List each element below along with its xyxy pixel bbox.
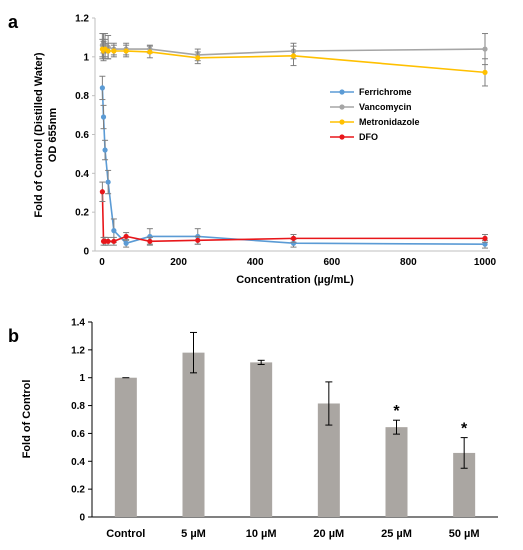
panel-b-y-tick-label: 0.8 <box>71 401 85 412</box>
panel-a-y-tick-label: 0 <box>83 247 89 258</box>
panel-a-x-tick-label: 1000 <box>474 257 497 268</box>
significance-star: * <box>393 403 400 420</box>
legend-entry-vancomycin: Vancomycin <box>359 102 412 112</box>
data-point <box>482 46 488 52</box>
panel-a-x-axis-title: Concentration (µg/mL) <box>236 274 354 286</box>
bar-category-label: 5 µM <box>181 528 206 540</box>
panel-b-y-tick-label: 1.2 <box>71 345 85 356</box>
data-point <box>195 237 201 243</box>
panel-a-y-tick-label: 1 <box>83 52 89 63</box>
panel-b-bar-chart: 0 0.2 0.4 0.6 0.8 1 1.2 1.4 Control 5 µM 10 µM 20 … <box>21 318 498 540</box>
panel-a-x-tick-label: 400 <box>247 257 264 268</box>
series-dfo <box>99 181 488 246</box>
panel-b-y-tick-label: 1.4 <box>71 318 85 329</box>
panel-b-y-tick-label: 1 <box>79 373 85 384</box>
legend-entry-ferrichrome: Ferrichrome <box>359 87 412 97</box>
data-point <box>111 228 117 234</box>
bar-category-label: 25 µM <box>381 528 412 540</box>
bar-category-label: Control <box>106 528 145 540</box>
bar-category-label: 50 µM <box>449 528 480 540</box>
data-point <box>105 48 111 54</box>
panel-a-y-tick-label: 0.8 <box>75 91 89 102</box>
panel-a-x-tick-label: 200 <box>170 257 187 268</box>
legend-entry-dfo: DFO <box>359 132 378 142</box>
data-point <box>195 55 201 61</box>
panel-a-legend: Ferrichrome Vancomycin Metronidazole DFO <box>330 87 420 142</box>
data-point <box>100 114 107 120</box>
data-point <box>111 48 117 54</box>
panel-label-b: b <box>8 326 19 346</box>
data-point <box>147 238 153 244</box>
data-point <box>147 49 153 55</box>
bar-category-label: 20 µM <box>313 528 344 540</box>
bar <box>453 452 476 517</box>
bar <box>385 427 408 517</box>
legend-swatch-marker <box>339 134 345 140</box>
series-line-ferrichrome <box>101 87 486 245</box>
data-point <box>123 233 129 240</box>
data-point <box>482 235 488 241</box>
series-line-dfo <box>101 191 485 243</box>
data-point <box>123 240 129 246</box>
data-point <box>123 48 129 54</box>
data-point <box>99 85 105 91</box>
panel-label-a: a <box>8 12 19 32</box>
data-point <box>105 238 111 244</box>
panel-a-x-tick-label: 800 <box>400 257 417 268</box>
panel-b-y-tick-label: 0.6 <box>71 429 85 440</box>
bar <box>114 377 137 517</box>
bar-category-label: 10 µM <box>246 528 277 540</box>
series-metronidazole <box>99 38 488 87</box>
data-point <box>99 189 105 195</box>
panel-b-y-tick-label: 0.2 <box>71 485 85 496</box>
panel-a-y-tick-label: 0.6 <box>75 130 89 141</box>
legend-swatch-marker <box>339 104 345 110</box>
panel-a-x-tick-label: 600 <box>323 257 340 268</box>
panel-a-y-tick-label: 0.4 <box>75 169 89 180</box>
significance-star: * <box>461 421 468 438</box>
data-point <box>482 241 488 247</box>
panel-b-y-tick-label: 0.4 <box>71 457 85 468</box>
legend-swatch-marker <box>339 119 345 125</box>
panel-a-y-axis-title-line1: Fold of Control (Distilled Water) <box>33 52 45 218</box>
data-point <box>290 235 297 241</box>
data-point <box>102 147 108 153</box>
panel-a-y-tick-label: 0.2 <box>75 208 89 219</box>
panel-a-y-tick-label: 1.2 <box>75 14 89 25</box>
legend-swatch-marker <box>339 89 345 95</box>
bar <box>182 352 205 517</box>
data-point <box>105 179 111 185</box>
bar <box>317 403 340 517</box>
legend-entry-metronidazole: Metronidazole <box>359 117 420 127</box>
panel-a-x-tick-label: 0 <box>99 257 105 268</box>
panel-a-line-chart: 0 0.2 0.4 0.6 0.8 1 1.2 0 200 400 600 800 1000 Conce… <box>33 14 497 287</box>
data-point <box>482 69 488 75</box>
panel-b-y-axis-title: Fold of Control <box>21 380 33 459</box>
data-point <box>111 238 117 244</box>
data-point <box>290 53 297 59</box>
series-ferrichrome <box>99 75 488 249</box>
panel-a-y-axis-title-line2: OD 655nm <box>47 108 59 163</box>
bar <box>250 362 273 517</box>
panel-b-y-tick-label: 0 <box>79 513 85 524</box>
